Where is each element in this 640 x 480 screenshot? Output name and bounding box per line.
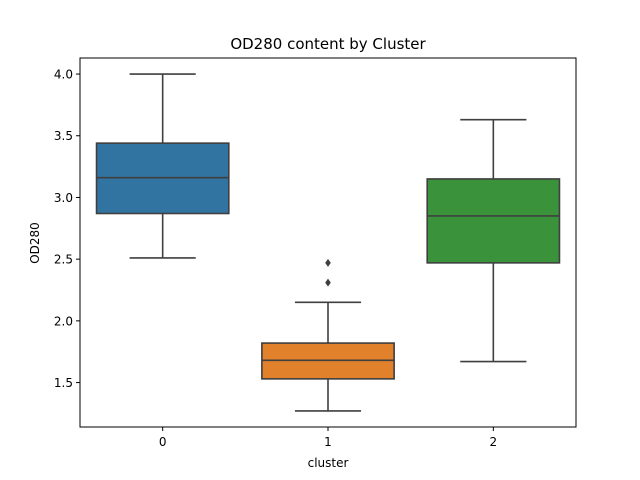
x-tick-label: 2 (490, 435, 498, 449)
box-iqr (426, 178, 561, 264)
box-group-cluster-2 (426, 118, 561, 363)
y-tick-label: 3.5 (54, 129, 73, 143)
y-tick-label: 1.5 (54, 376, 73, 390)
box-group-cluster-0 (95, 73, 230, 259)
box-group-cluster-1 (261, 258, 395, 412)
x-axis-label: cluster (308, 456, 349, 470)
outlier-point (325, 258, 331, 267)
x-tick-label: 0 (159, 435, 167, 449)
boxes-layer (95, 73, 561, 412)
y-tick-label: 4.0 (54, 68, 73, 82)
y-axis-label: OD280 (28, 222, 42, 264)
x-axis: 0 1 2 (159, 427, 497, 449)
y-tick-label: 3.0 (54, 191, 73, 205)
chart-title: OD280 content by Cluster (230, 35, 426, 53)
y-tick-label: 2.0 (54, 314, 73, 328)
y-tick-label: 2.5 (54, 253, 73, 267)
plot-frame (79, 57, 577, 428)
y-axis: 1.5 2.0 2.5 3.0 3.5 4.0 (54, 68, 80, 390)
x-tick-label: 1 (324, 435, 332, 449)
outlier-point (325, 278, 331, 287)
